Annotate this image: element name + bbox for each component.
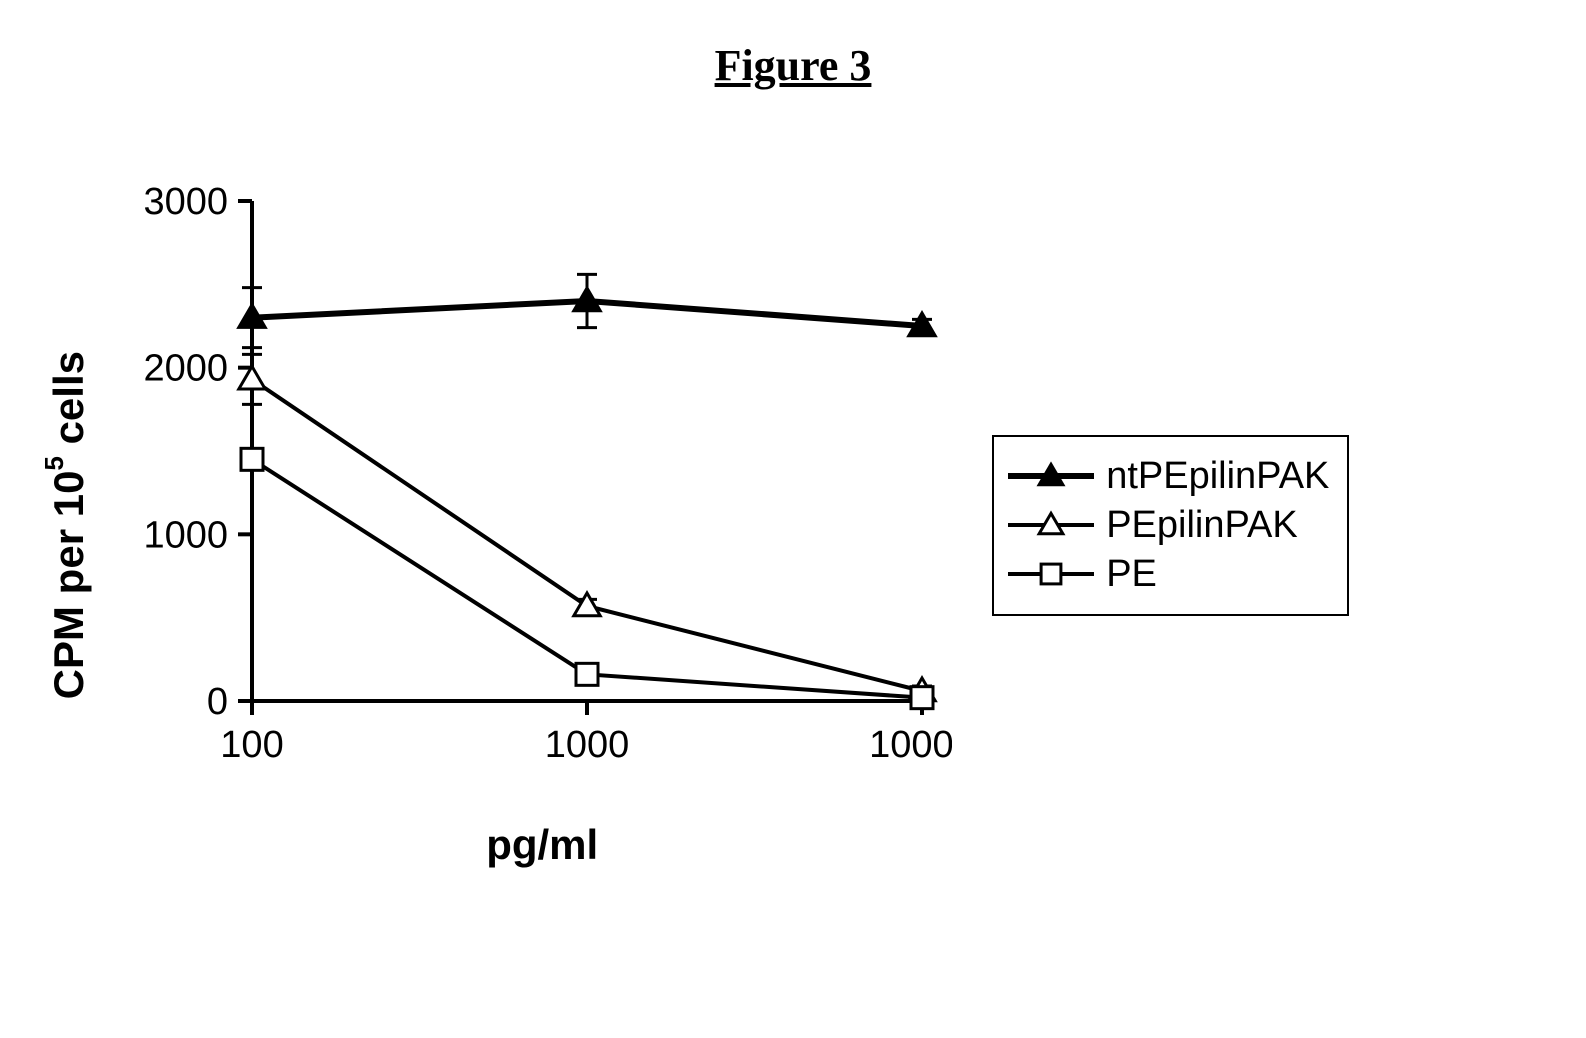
x-axis-label: pg/ml — [486, 821, 598, 869]
y-axis-label: CPM per 105 cells — [40, 351, 92, 699]
chart-row: CPM per 105 cells 0 1000 2000 3000 100 1000 10… — [40, 181, 1546, 869]
legend-swatch-triangle-open-icon — [1006, 510, 1096, 540]
legend-item-pepilinpak: PEpilinPAK — [1006, 504, 1329, 547]
svg-text:3000: 3000 — [144, 181, 229, 223]
svg-text:0: 0 — [207, 681, 228, 723]
plot-column: 0 1000 2000 3000 100 1000 10000 pg/ml — [132, 181, 952, 869]
figure-title: Figure 3 — [40, 40, 1546, 91]
legend-label: ntPEpilinPAK — [1106, 455, 1329, 498]
legend: ntPEpilinPAK PEpilinPAK PE — [992, 435, 1349, 616]
legend-item-ntpepilinpak: ntPEpilinPAK — [1006, 455, 1329, 498]
chart-plot: 0 1000 2000 3000 100 1000 10000 — [132, 181, 952, 791]
legend-swatch-triangle-filled-icon — [1006, 461, 1096, 491]
svg-text:100: 100 — [220, 724, 283, 766]
svg-text:1000: 1000 — [545, 724, 630, 766]
figure-container: Figure 3 CPM per 105 cells 0 1000 2000 3000… — [40, 40, 1546, 998]
legend-label: PEpilinPAK — [1106, 504, 1298, 547]
legend-item-pe: PE — [1006, 553, 1329, 596]
svg-text:10000: 10000 — [869, 724, 952, 766]
svg-text:2000: 2000 — [144, 348, 229, 390]
svg-text:1000: 1000 — [144, 514, 229, 556]
legend-swatch-square-open-icon — [1006, 559, 1096, 589]
legend-label: PE — [1106, 553, 1157, 596]
